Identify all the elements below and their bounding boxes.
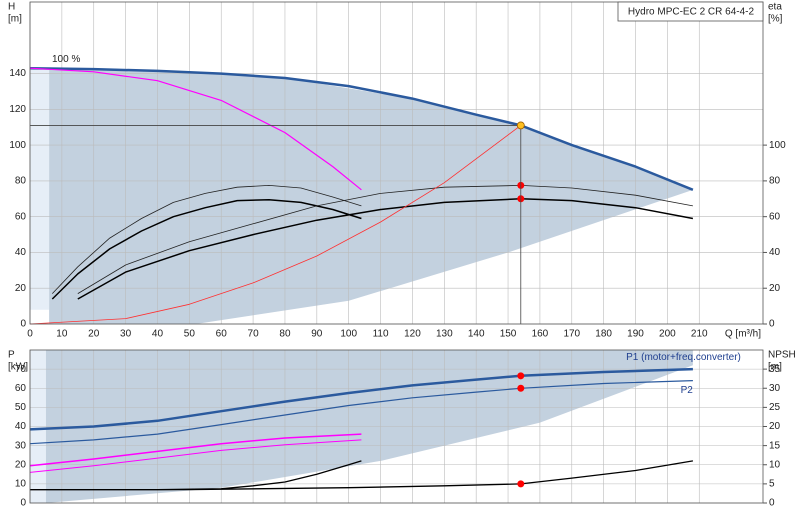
y2-tick-label: 20 bbox=[769, 421, 781, 432]
point bbox=[517, 480, 525, 488]
y2-tick-label: 25 bbox=[769, 402, 781, 413]
y2-tick-label: 5 bbox=[769, 479, 775, 490]
y2-axis-label: [m] bbox=[768, 362, 782, 373]
point bbox=[517, 384, 525, 392]
y2-axis-label: eta bbox=[768, 2, 782, 13]
curve bbox=[29, 367, 693, 431]
series-label: P1 (motor+freq.converter) bbox=[626, 352, 741, 363]
y-tick-label: 0 bbox=[20, 498, 26, 509]
y2-tick-label: 60 bbox=[769, 211, 781, 222]
plot-frame bbox=[29, 1, 764, 325]
operating-area bbox=[30, 68, 50, 310]
curve-label: 100 % bbox=[52, 54, 80, 65]
x-tick-label: 130 bbox=[436, 329, 453, 340]
x-tick-label: 50 bbox=[184, 329, 196, 340]
x-tick-label: 160 bbox=[532, 329, 549, 340]
y-tick-label: 100 bbox=[9, 140, 26, 151]
y-tick-label: 10 bbox=[15, 479, 27, 490]
curve bbox=[51, 198, 362, 300]
y-tick-label: 50 bbox=[15, 402, 27, 413]
y-tick-label: 40 bbox=[15, 421, 27, 432]
x-tick-label: 200 bbox=[659, 329, 676, 340]
curve bbox=[29, 433, 362, 467]
x-tick-label: 60 bbox=[216, 329, 228, 340]
x-tick-label: 30 bbox=[120, 329, 132, 340]
y-tick-label: 30 bbox=[15, 440, 27, 451]
x-tick-label: 170 bbox=[563, 329, 580, 340]
x-tick-label: 70 bbox=[248, 329, 260, 340]
y-tick-label: 0 bbox=[20, 319, 26, 330]
curve bbox=[77, 198, 694, 300]
legend-box bbox=[617, 1, 764, 22]
x-tick-label: 20 bbox=[88, 329, 100, 340]
x-tick-label: 110 bbox=[373, 329, 389, 340]
y-tick-label: 20 bbox=[15, 459, 27, 470]
point bbox=[517, 372, 525, 380]
x-tick-label: 80 bbox=[279, 329, 291, 340]
y2-tick-label: 10 bbox=[769, 459, 781, 470]
curve bbox=[29, 439, 362, 473]
y-tick-label: 60 bbox=[15, 383, 27, 394]
curve bbox=[29, 125, 522, 325]
y2-tick-label: 30 bbox=[769, 383, 781, 394]
y-tick-label: 20 bbox=[15, 283, 27, 294]
y-axis-label: [kW] bbox=[8, 362, 28, 373]
y2-tick-label: 15 bbox=[769, 440, 781, 451]
y2-tick-label: 0 bbox=[769, 498, 775, 509]
y2-tick-label: 0 bbox=[769, 319, 775, 330]
y-tick-label: 120 bbox=[9, 104, 26, 115]
y-tick-label: 140 bbox=[9, 68, 26, 79]
y-tick-label: 60 bbox=[15, 211, 27, 222]
y2-tick-label: 100 bbox=[769, 140, 786, 151]
y2-axis-label: NPSH bbox=[768, 350, 796, 361]
x-tick-label: 10 bbox=[56, 329, 68, 340]
plot-frame bbox=[29, 349, 764, 504]
x-tick-label: 180 bbox=[595, 329, 612, 340]
y2-tick-label: 20 bbox=[769, 283, 781, 294]
series-label: P2 bbox=[681, 385, 694, 396]
curve bbox=[29, 66, 694, 191]
y2-tick-label: 80 bbox=[769, 176, 781, 187]
curve bbox=[29, 380, 693, 445]
operating-area bbox=[49, 68, 693, 324]
curve bbox=[52, 185, 362, 294]
y-axis-label: [m] bbox=[8, 14, 22, 25]
y-axis-label: H bbox=[8, 2, 15, 13]
y-tick-label: 70 bbox=[15, 364, 27, 375]
x-tick-label: 150 bbox=[500, 329, 517, 340]
y2-axis-label: [%] bbox=[768, 14, 783, 25]
x-tick-label: 100 bbox=[340, 329, 357, 340]
x-tick-label: 140 bbox=[468, 329, 485, 340]
x-tick-label: 120 bbox=[404, 329, 421, 340]
y-tick-label: 80 bbox=[15, 176, 27, 187]
y2-tick-label: 35 bbox=[769, 364, 781, 375]
x-tick-label: 190 bbox=[627, 329, 644, 340]
curve bbox=[29, 67, 362, 191]
y-axis-label: P bbox=[8, 350, 15, 361]
y-tick-label: 40 bbox=[15, 247, 27, 258]
chart-title: Hydro MPC-EC 2 CR 64-4-2 bbox=[628, 7, 755, 18]
y2-tick-label: 40 bbox=[769, 247, 781, 258]
curve bbox=[77, 185, 693, 294]
x-tick-label: 40 bbox=[152, 329, 164, 340]
x-tick-label: 210 bbox=[691, 329, 708, 340]
x-axis-label: Q [m³/h] bbox=[725, 329, 761, 340]
curve bbox=[30, 460, 694, 491]
point bbox=[516, 121, 525, 130]
x-tick-label: 90 bbox=[311, 329, 323, 340]
x-tick-label: 0 bbox=[27, 329, 33, 340]
